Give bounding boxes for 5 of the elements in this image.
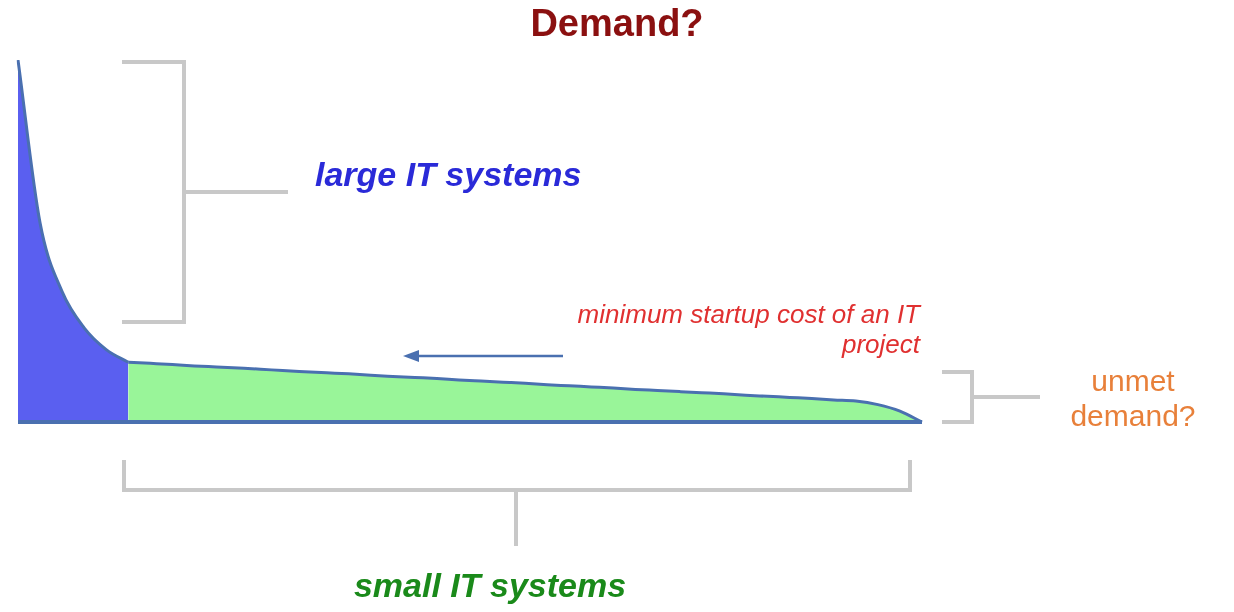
annotation: large IT systems — [315, 155, 583, 195]
annotation: minimum startup cost of an IT project — [576, 299, 920, 360]
chart-title: Demand? — [529, 2, 705, 45]
text: unmet demand? — [1069, 364, 1197, 433]
text: small IT systems — [352, 566, 628, 606]
